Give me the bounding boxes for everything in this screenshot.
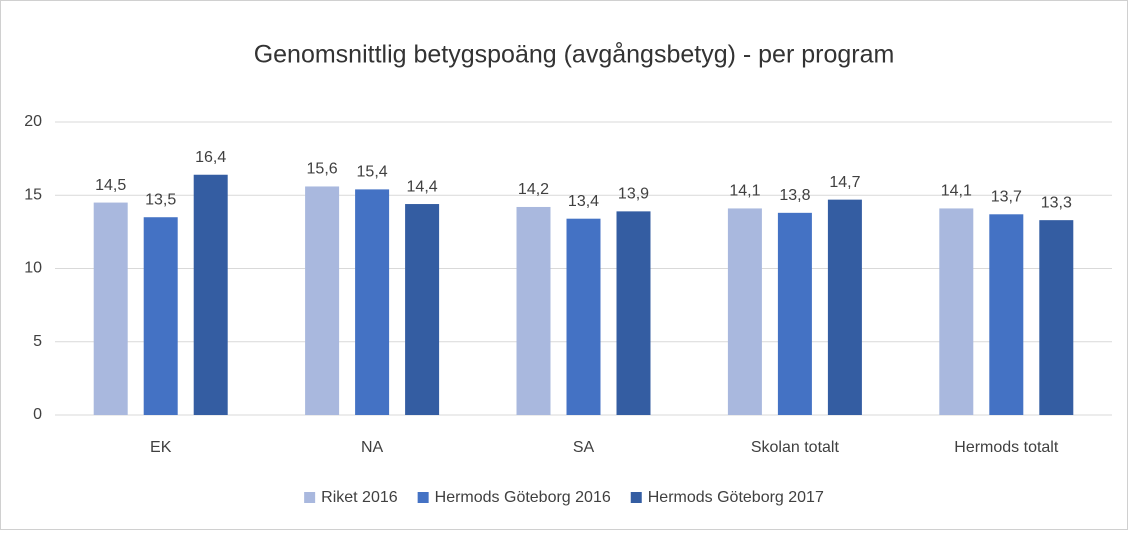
data-label: 13,5 [145,191,176,208]
bar [305,186,340,415]
data-label: 13,9 [618,186,649,203]
y-tick-label: 10 [24,260,42,277]
data-label: 14,5 [95,177,126,194]
data-label: 13,3 [1041,194,1072,211]
data-label: 14,2 [518,181,549,198]
legend-label: Hermods Göteborg 2016 [435,489,611,506]
data-label: 15,4 [357,164,388,181]
bar [355,189,390,415]
y-tick-label: 5 [33,333,42,350]
data-label: 13,4 [568,193,599,210]
bar [566,218,601,415]
x-tick-label: SA [573,439,595,456]
data-label: 14,7 [829,174,860,191]
y-tick-label: 20 [24,113,42,130]
data-label: 16,4 [195,149,226,166]
legend-swatch [630,492,642,503]
bar [827,199,862,415]
data-label: 15,6 [307,161,338,178]
data-label: 13,8 [779,187,810,204]
bar [989,214,1024,415]
bar [727,208,762,415]
legend-label: Riket 2016 [321,489,398,506]
bar [143,217,178,415]
legend-swatch [304,492,316,503]
data-label: 13,7 [991,189,1022,206]
x-tick-label: Skolan totalt [751,439,840,456]
x-tick-label: NA [361,439,384,456]
bar [777,212,812,415]
legend-swatch [417,492,429,503]
x-tick-label: Hermods totalt [954,439,1059,456]
x-tick-label: EK [150,439,172,456]
data-label: 14,4 [407,178,438,195]
bar [616,211,651,415]
y-tick-label: 0 [33,406,42,423]
bar [939,208,974,415]
bar [1039,220,1074,415]
y-tick-label: 15 [24,186,42,203]
bar [193,174,228,415]
legend-label: Hermods Göteborg 2017 [648,489,824,506]
chart-title: Genomsnittlig betygspoäng (avgångsbetyg)… [254,41,895,69]
data-label: 14,1 [729,183,760,200]
bar [405,204,440,415]
bar [516,206,551,415]
data-label: 14,1 [941,183,972,200]
bar [93,202,128,415]
